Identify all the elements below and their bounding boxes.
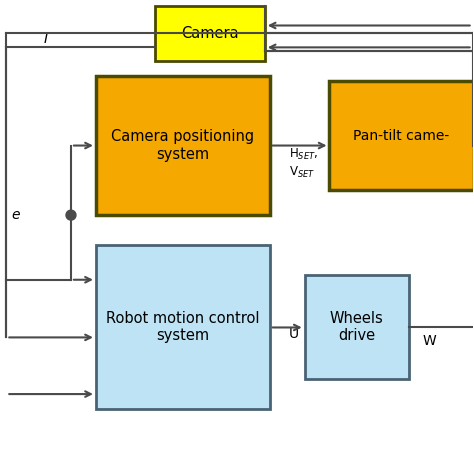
Text: W: W — [423, 334, 437, 348]
Bar — [305, 275, 409, 379]
Circle shape — [66, 210, 76, 220]
Text: Wheels
drive: Wheels drive — [330, 311, 383, 343]
Text: Pan-tilt came-: Pan-tilt came- — [354, 128, 450, 143]
Text: U: U — [289, 328, 299, 341]
Text: Robot motion control
system: Robot motion control system — [106, 311, 260, 343]
Bar — [329, 81, 474, 190]
Text: Camera: Camera — [182, 26, 239, 41]
Text: I: I — [43, 32, 47, 46]
Bar — [155, 6, 265, 61]
Text: e: e — [11, 208, 20, 222]
Bar — [96, 76, 270, 215]
Text: H$_{SET}$,
V$_{SET}$: H$_{SET}$, V$_{SET}$ — [289, 147, 318, 180]
Bar — [96, 245, 270, 409]
Text: Camera positioning
system: Camera positioning system — [111, 129, 255, 162]
